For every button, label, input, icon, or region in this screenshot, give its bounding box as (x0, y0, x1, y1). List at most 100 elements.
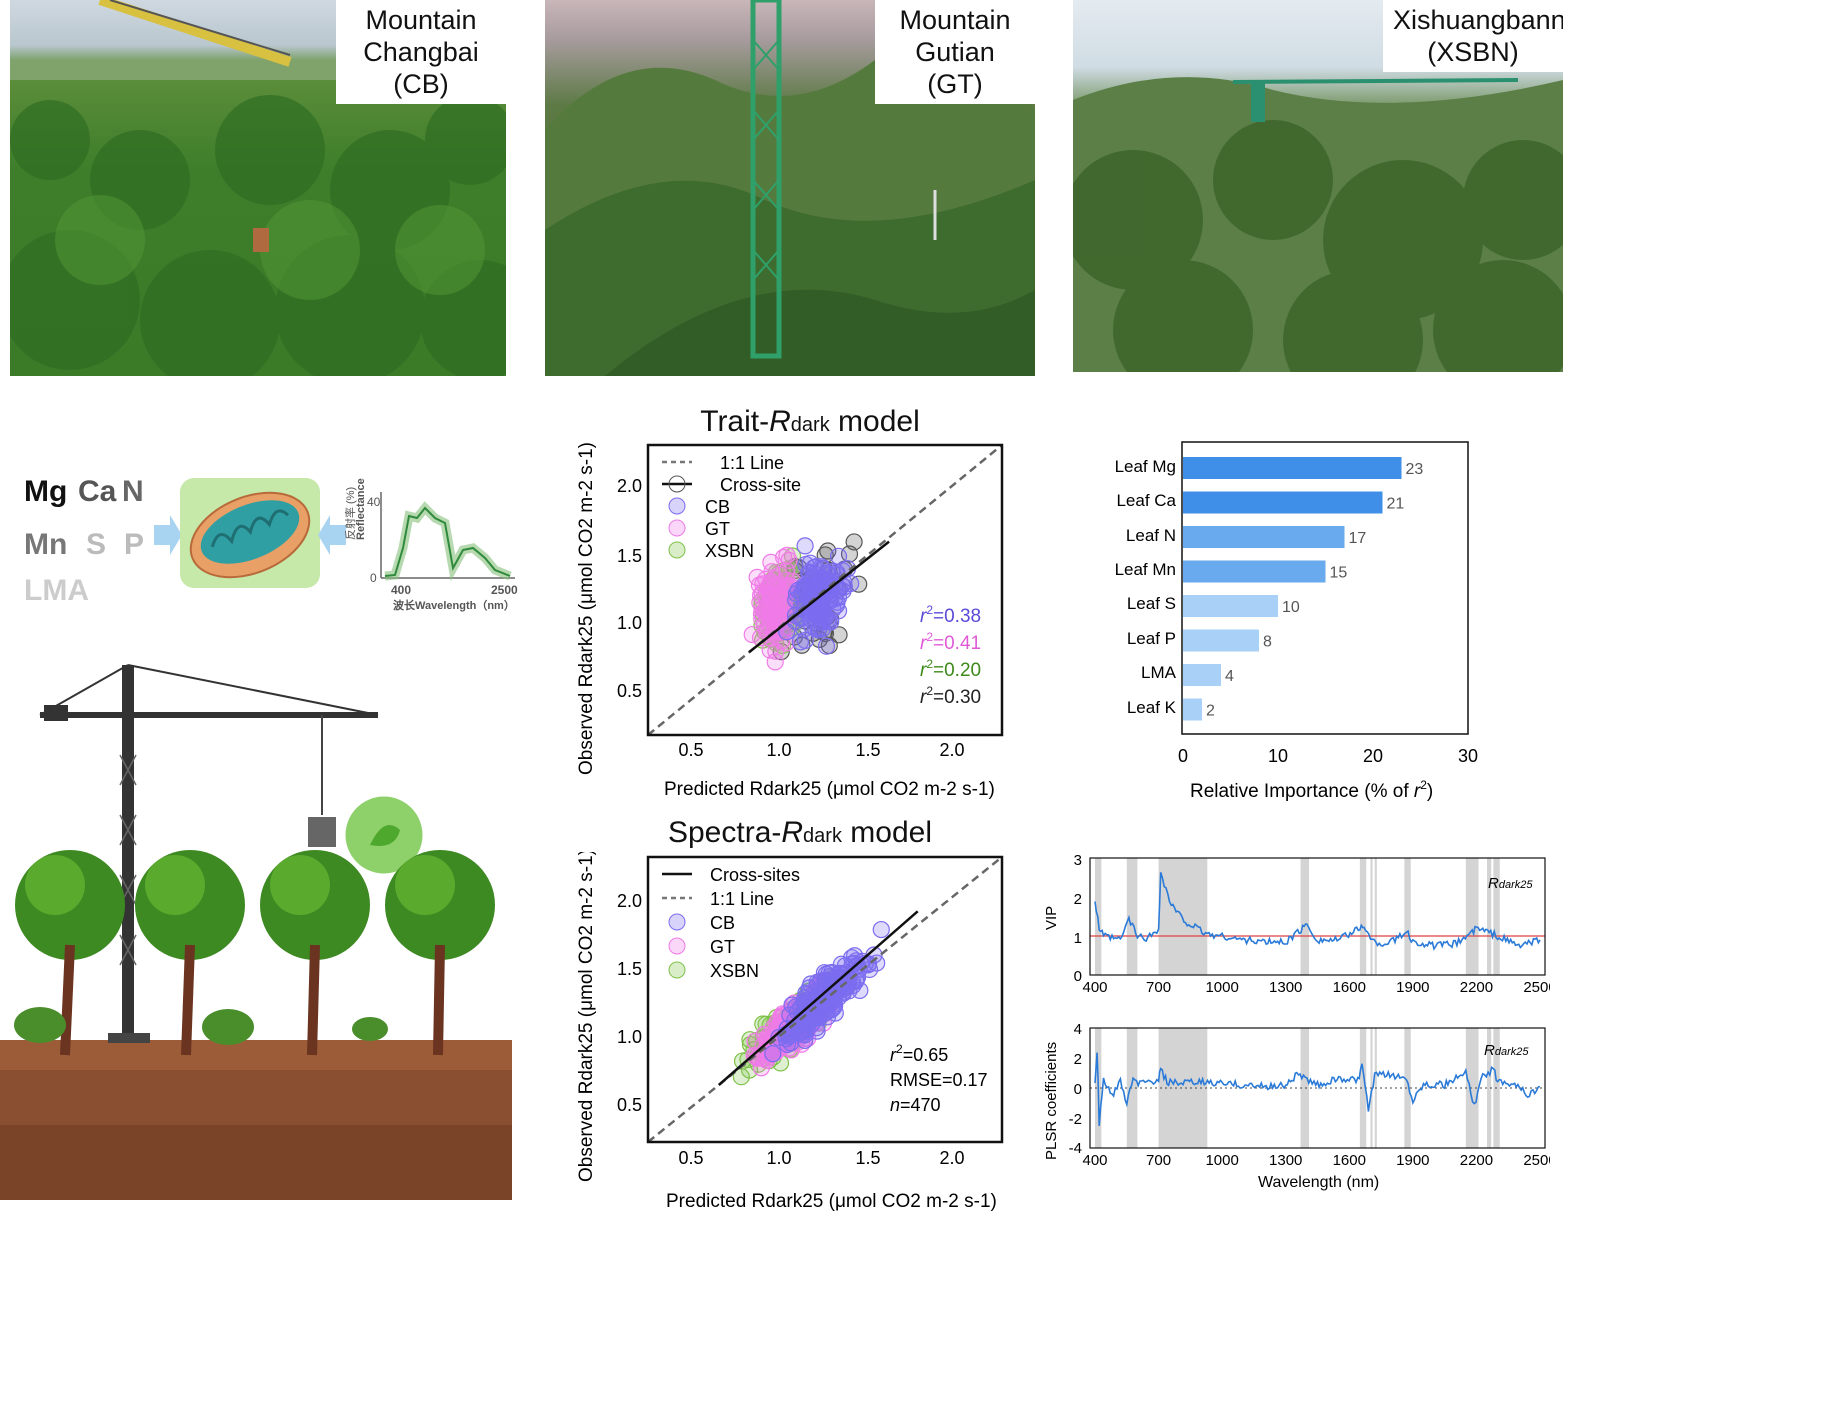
shaded-band (1158, 858, 1208, 975)
xtick-label: 2.0 (939, 1148, 964, 1168)
shaded-band (1465, 858, 1479, 975)
plot-frame (1181, 441, 1469, 735)
spectra-rmse: RMSE=0.17 (890, 1070, 988, 1090)
xtick-label: 1300 (1269, 1152, 1302, 1169)
inset-ytick: 0 (370, 571, 377, 585)
inset-xtick: 400 (391, 583, 411, 597)
stat-xsbn: r2=0.20 (920, 657, 981, 681)
xtick-label: 1300 (1269, 979, 1302, 996)
data-point-cb (803, 1014, 821, 1033)
bar (1183, 457, 1402, 479)
ytick-label: 2 (1074, 891, 1082, 908)
bar-value-label: 21 (1387, 496, 1405, 513)
xtick-label: 2200 (1460, 1152, 1493, 1169)
xtick-label: 2.0 (939, 740, 964, 760)
arrow-left-icon (318, 515, 346, 555)
ytick-label: 0.5 (617, 1095, 642, 1115)
bar (1183, 629, 1259, 652)
one-to-one-line (647, 856, 1003, 1143)
xtick-label: 1.5 (855, 740, 880, 760)
bar-value-label: 10 (1282, 599, 1300, 616)
shaded-band (1374, 858, 1377, 975)
legend-label: GT (705, 519, 730, 539)
bar-value-label: 2 (1206, 703, 1215, 720)
stat-cb: r2=0.38 (920, 603, 981, 627)
inset-xlabel: 波长Wavelength（nm） (393, 598, 515, 612)
bar (1183, 491, 1383, 514)
element-s: S (86, 528, 107, 561)
data-point-gt (755, 602, 773, 620)
title-text: model (841, 816, 932, 849)
xtick-label: 0.5 (678, 740, 703, 760)
data-point-cb (817, 637, 836, 655)
bar (1183, 698, 1202, 721)
ytick-label: 1.0 (617, 613, 642, 633)
spectra-r2: r2=0.65 (890, 1042, 948, 1065)
data-point-xsbn (732, 1068, 750, 1086)
label-line: (XSBN) (1427, 37, 1519, 67)
inset-ylabel-cn: 反射率 (%) (345, 487, 357, 540)
photo-gutian: Mountain Gutian (GT) (545, 0, 1035, 376)
photo-changbai: Mountain Changbai (CB) (10, 0, 506, 376)
bar-value-label: 8 (1263, 634, 1272, 651)
label-line: Mountain (365, 5, 477, 35)
data-point-cb (848, 968, 867, 986)
bar (1183, 595, 1278, 617)
inset-ytick: 40 (367, 495, 381, 509)
ytick-label: 1 (1074, 930, 1082, 947)
shaded-band (1370, 858, 1373, 975)
title-text: R (769, 405, 791, 438)
xtick-label: 700 (1146, 1152, 1171, 1169)
xtick-label: 0 (1178, 746, 1188, 766)
element-ca: Ca (78, 475, 117, 508)
xtick-label: 1.0 (766, 740, 791, 760)
label-line: Mountain (899, 5, 1011, 35)
plot-frame (1089, 857, 1546, 976)
trait-points (743, 533, 868, 671)
bar-category-label: Leaf S (1127, 594, 1176, 613)
label-line: Xishuangbanna (1393, 5, 1563, 35)
plsr-xlabel: Wavelength (nm) (1258, 1174, 1379, 1191)
ytick-label: 0 (1074, 1081, 1082, 1098)
ytick-label: -2 (1069, 1111, 1082, 1128)
spectra-n: n=470 (890, 1095, 941, 1115)
element-mn: Mn (24, 528, 68, 561)
data-point-cb (872, 920, 890, 939)
vip-ylabel: VIP (1043, 906, 1060, 930)
bar-value-label: 15 (1330, 565, 1348, 582)
importance-bar-chart: Leaf Mg Leaf Ca Leaf N Leaf Mn Leaf S Le… (1115, 441, 1478, 802)
title-sub: dark (803, 825, 842, 847)
ytick-label: 3 (1074, 852, 1082, 869)
shaded-band (1493, 858, 1500, 975)
xtick-label: 400 (1082, 1152, 1107, 1169)
shaded-band (1487, 1028, 1492, 1148)
shaded-band (1404, 858, 1411, 975)
plot-frame (646, 855, 1004, 1144)
title-text: Trait- (700, 405, 770, 438)
bar-value-label: 4 (1225, 668, 1234, 685)
plsr-annotation: Rdark25 (1484, 1042, 1529, 1059)
data-point-gt (752, 1059, 770, 1077)
xtick-label: 700 (1146, 979, 1171, 996)
legend-label: CB (710, 913, 735, 933)
trait-scatter-chart: 1:1 Line Cross-site CB GT XSBN r2=0.38 r… (576, 442, 1004, 800)
xtick-label: 0.5 (678, 1148, 703, 1168)
data-point-gt (757, 570, 775, 588)
arrow-right-icon (154, 515, 182, 555)
data-point-cross (840, 545, 859, 563)
inset-xtick: 2500 (491, 583, 518, 597)
ytick-label: 2.0 (617, 891, 642, 911)
title-sub: dark (790, 414, 830, 436)
vip-line (1094, 872, 1541, 951)
xtick-label: 2500 (1523, 979, 1550, 996)
shaded-band (1300, 1028, 1310, 1148)
ytick-label: 1.5 (617, 959, 642, 979)
ytick-label: 0 (1074, 968, 1082, 985)
data-point-cb (829, 602, 848, 620)
element-lma: LMA (24, 574, 89, 607)
plsr-line (1094, 1052, 1541, 1126)
xtick-label: 1000 (1205, 979, 1238, 996)
ytick-label: 2.0 (617, 476, 642, 496)
vip-line-chart: Rdark25 3 2 1 0 400 700 1000 1300 1600 1… (1043, 852, 1550, 996)
xtick-label: 1.0 (766, 1148, 791, 1168)
